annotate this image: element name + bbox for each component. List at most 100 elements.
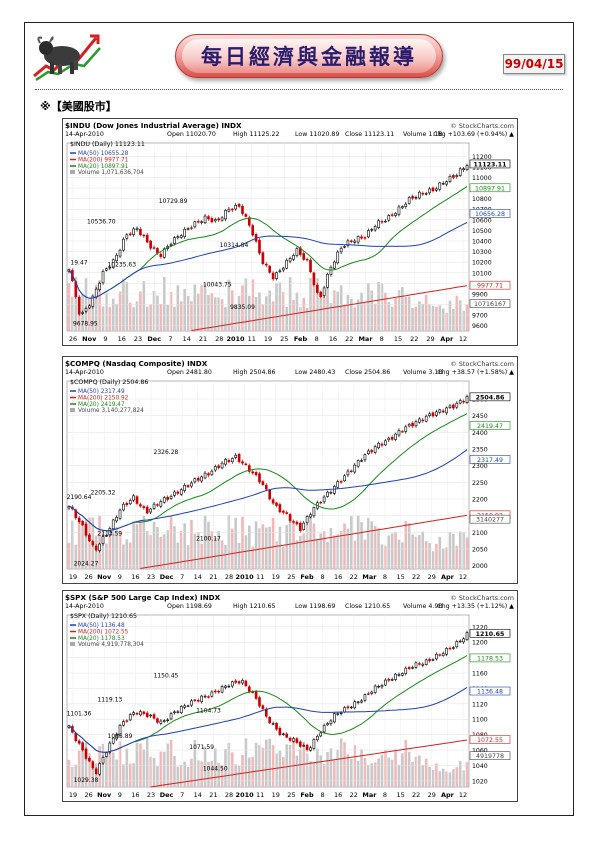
candle-body: [224, 210, 227, 220]
x-tick-label: 26: [69, 335, 77, 343]
candle-body: [179, 706, 183, 713]
x-tick-label: 22: [410, 335, 418, 343]
candle-body: [101, 536, 105, 544]
candle-body: [108, 266, 112, 269]
candle-body: [363, 454, 367, 461]
candle-body: [421, 192, 425, 195]
x-tick-label: 8: [380, 335, 384, 343]
candle-body: [312, 507, 316, 517]
candle-body: [295, 738, 299, 743]
candle-body: [333, 486, 336, 494]
y-tick-label: 2050: [472, 547, 488, 554]
legend-main: $INDU (Daily) 11123.11: [70, 141, 145, 148]
candle-body: [81, 742, 84, 751]
volume-bar: [282, 292, 285, 331]
candle-body: [465, 165, 469, 170]
volume-bar: [261, 304, 265, 331]
candle-body: [84, 308, 88, 312]
volume-bar: [115, 304, 118, 331]
candle-body: [196, 221, 200, 223]
x-tick-label: 12: [459, 791, 467, 799]
candle-body: [309, 259, 312, 273]
candle-body: [118, 509, 122, 519]
x-tick-label: 11: [256, 791, 264, 799]
candle-body: [438, 654, 442, 656]
candle-body: [384, 679, 387, 686]
x-tick-label: 25: [287, 791, 295, 799]
x-tick-label: 29: [428, 573, 436, 581]
volume-bar: [438, 305, 442, 331]
candle-body: [387, 215, 391, 221]
value-label-ma20: 2419.47: [477, 423, 503, 430]
candle-body: [142, 506, 146, 509]
candle-body: [404, 203, 408, 207]
value-label-close: 1210.65: [476, 631, 505, 638]
volume-bar: [84, 519, 88, 569]
candle-body: [373, 685, 377, 693]
chart-title: $COMPQ (Nasdaq Composite) INDX: [65, 359, 208, 368]
volume-bar: [319, 294, 323, 331]
candle-body: [115, 517, 118, 522]
candle-body: [435, 653, 438, 660]
candle-body: [159, 501, 163, 507]
candle-body: [438, 409, 442, 413]
price-annotation: 10729.89: [159, 198, 188, 205]
candle-body: [258, 239, 261, 254]
candle-body: [108, 528, 112, 536]
x-tick-label: 11: [256, 573, 264, 581]
sp500-chart: $SPX (S&P 500 Large Cap Index) INDX © Sto…: [62, 590, 518, 802]
legend-main: $SPX (Daily) 1210.65: [70, 613, 137, 620]
x-tick-label: 15: [394, 335, 402, 343]
volume-bar: [441, 548, 445, 569]
volume-bar: [74, 544, 78, 569]
volume-bar: [213, 297, 217, 331]
candle-body: [247, 465, 251, 472]
x-tick-label: 22: [412, 573, 420, 581]
x-tick-label: 12: [459, 335, 467, 343]
y-tick-label: 10400: [472, 239, 492, 246]
candle-body: [346, 470, 350, 476]
volume-bar: [122, 764, 125, 787]
volume-bar: [237, 543, 241, 569]
candle-body: [108, 742, 112, 753]
volume-bar: [271, 517, 275, 569]
volume-bar: [261, 524, 265, 569]
quote-high: High 2504.86: [233, 369, 276, 376]
volume-bar: [438, 536, 442, 569]
volume-bar: [166, 530, 169, 569]
candle-body: [367, 693, 370, 695]
x-tick-label: Dec: [160, 573, 174, 581]
candle-body: [316, 284, 319, 293]
candle-body: [128, 714, 132, 721]
x-tick-label: 14: [194, 791, 202, 799]
volume-bar: [282, 757, 285, 787]
price-annotation: 2024.27: [74, 561, 99, 568]
candle-body: [288, 514, 292, 521]
volume-bar: [455, 295, 459, 331]
price-annotation: 9835.09: [230, 304, 255, 311]
x-tick-label: 28: [225, 791, 233, 799]
x-tick-label: 12: [459, 573, 467, 581]
volume-bar: [179, 531, 183, 569]
candle-body: [98, 282, 101, 290]
candle-body: [179, 489, 183, 495]
header-divider: [35, 89, 563, 90]
candle-body: [132, 712, 135, 715]
candle-body: [275, 502, 278, 506]
candle-body: [186, 228, 190, 230]
candle-body: [169, 713, 173, 720]
candle-body: [183, 705, 186, 708]
chart-svg: $SPX (S&P 500 Large Cap Index) INDX © Sto…: [65, 593, 514, 799]
candle-body: [237, 681, 241, 684]
volume-bar: [196, 532, 200, 569]
volume-bar: [339, 531, 343, 569]
volume-bar: [258, 745, 261, 787]
candle-body: [435, 188, 438, 191]
candle-body: [421, 663, 425, 666]
legend-volume: Volume 3,140,277,824: [78, 408, 144, 414]
volume-bar: [452, 533, 455, 569]
candle-body: [125, 234, 129, 239]
candle-body: [367, 230, 370, 238]
candle-body: [128, 500, 132, 505]
quote-volume: Volume 4.9B: [403, 603, 443, 610]
